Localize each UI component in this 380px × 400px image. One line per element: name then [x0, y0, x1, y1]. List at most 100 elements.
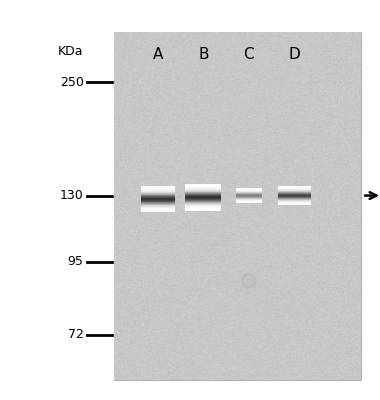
- FancyBboxPatch shape: [185, 208, 221, 209]
- FancyBboxPatch shape: [185, 194, 221, 195]
- FancyBboxPatch shape: [278, 204, 310, 205]
- FancyBboxPatch shape: [278, 197, 310, 198]
- FancyBboxPatch shape: [278, 204, 310, 205]
- FancyBboxPatch shape: [141, 203, 175, 204]
- FancyBboxPatch shape: [278, 191, 310, 192]
- FancyBboxPatch shape: [141, 201, 175, 202]
- FancyBboxPatch shape: [141, 211, 175, 212]
- Text: KDa: KDa: [58, 45, 84, 58]
- FancyBboxPatch shape: [185, 201, 221, 202]
- FancyBboxPatch shape: [185, 205, 221, 206]
- FancyBboxPatch shape: [278, 189, 310, 190]
- FancyBboxPatch shape: [185, 185, 221, 186]
- FancyBboxPatch shape: [278, 187, 310, 188]
- FancyBboxPatch shape: [141, 208, 175, 209]
- FancyBboxPatch shape: [141, 207, 175, 208]
- FancyBboxPatch shape: [141, 196, 175, 197]
- FancyBboxPatch shape: [185, 200, 221, 201]
- FancyBboxPatch shape: [278, 202, 310, 203]
- FancyBboxPatch shape: [278, 203, 310, 204]
- FancyBboxPatch shape: [141, 196, 175, 197]
- Text: 72: 72: [68, 328, 84, 341]
- Circle shape: [245, 277, 253, 285]
- FancyBboxPatch shape: [278, 186, 310, 187]
- FancyBboxPatch shape: [185, 198, 221, 199]
- FancyBboxPatch shape: [185, 196, 221, 197]
- FancyBboxPatch shape: [278, 196, 310, 197]
- FancyBboxPatch shape: [278, 190, 310, 191]
- FancyBboxPatch shape: [278, 194, 310, 195]
- Text: 130: 130: [60, 189, 84, 202]
- FancyBboxPatch shape: [185, 205, 221, 206]
- FancyBboxPatch shape: [278, 192, 310, 193]
- FancyBboxPatch shape: [278, 190, 310, 191]
- FancyBboxPatch shape: [141, 205, 175, 206]
- FancyBboxPatch shape: [185, 195, 221, 196]
- FancyBboxPatch shape: [185, 186, 221, 187]
- FancyBboxPatch shape: [141, 194, 175, 195]
- FancyBboxPatch shape: [141, 186, 175, 187]
- FancyBboxPatch shape: [185, 204, 221, 205]
- FancyBboxPatch shape: [141, 193, 175, 194]
- FancyBboxPatch shape: [185, 190, 221, 191]
- FancyBboxPatch shape: [278, 195, 310, 196]
- FancyBboxPatch shape: [185, 191, 221, 192]
- FancyBboxPatch shape: [185, 187, 221, 188]
- FancyBboxPatch shape: [141, 195, 175, 196]
- FancyBboxPatch shape: [141, 204, 175, 205]
- Text: A: A: [152, 47, 163, 62]
- FancyBboxPatch shape: [278, 188, 310, 189]
- FancyBboxPatch shape: [141, 187, 175, 188]
- FancyBboxPatch shape: [278, 198, 310, 199]
- FancyBboxPatch shape: [141, 206, 175, 207]
- FancyBboxPatch shape: [185, 192, 221, 193]
- FancyBboxPatch shape: [185, 189, 221, 190]
- FancyBboxPatch shape: [141, 188, 175, 189]
- FancyBboxPatch shape: [278, 200, 310, 201]
- FancyBboxPatch shape: [185, 207, 221, 208]
- Text: 250: 250: [60, 76, 84, 89]
- FancyBboxPatch shape: [185, 195, 221, 196]
- FancyBboxPatch shape: [185, 209, 221, 210]
- FancyBboxPatch shape: [278, 195, 310, 196]
- FancyBboxPatch shape: [141, 209, 175, 210]
- FancyBboxPatch shape: [141, 192, 175, 193]
- FancyBboxPatch shape: [278, 197, 310, 198]
- FancyBboxPatch shape: [185, 184, 221, 185]
- FancyBboxPatch shape: [278, 203, 310, 204]
- FancyBboxPatch shape: [278, 200, 310, 201]
- FancyBboxPatch shape: [185, 197, 221, 198]
- FancyBboxPatch shape: [185, 210, 221, 211]
- FancyBboxPatch shape: [185, 185, 221, 186]
- FancyBboxPatch shape: [185, 190, 221, 191]
- FancyBboxPatch shape: [185, 200, 221, 201]
- FancyBboxPatch shape: [185, 186, 221, 187]
- FancyBboxPatch shape: [141, 202, 175, 203]
- FancyBboxPatch shape: [141, 200, 175, 201]
- FancyBboxPatch shape: [185, 203, 221, 204]
- FancyBboxPatch shape: [141, 207, 175, 208]
- FancyBboxPatch shape: [141, 211, 175, 212]
- FancyBboxPatch shape: [141, 199, 175, 200]
- Text: B: B: [198, 47, 209, 62]
- FancyBboxPatch shape: [141, 197, 175, 198]
- FancyBboxPatch shape: [141, 190, 175, 191]
- Text: C: C: [244, 47, 254, 62]
- FancyBboxPatch shape: [141, 195, 175, 196]
- FancyBboxPatch shape: [141, 200, 175, 201]
- Circle shape: [242, 274, 256, 288]
- FancyBboxPatch shape: [141, 210, 175, 211]
- FancyBboxPatch shape: [141, 201, 175, 202]
- Text: D: D: [289, 47, 300, 62]
- FancyBboxPatch shape: [185, 199, 221, 200]
- FancyBboxPatch shape: [185, 202, 221, 203]
- FancyBboxPatch shape: [141, 191, 175, 192]
- FancyBboxPatch shape: [185, 196, 221, 197]
- FancyBboxPatch shape: [141, 189, 175, 190]
- FancyBboxPatch shape: [185, 191, 221, 192]
- FancyBboxPatch shape: [141, 198, 175, 199]
- FancyBboxPatch shape: [278, 201, 310, 202]
- FancyBboxPatch shape: [278, 187, 310, 188]
- FancyBboxPatch shape: [114, 32, 361, 380]
- FancyBboxPatch shape: [185, 201, 221, 202]
